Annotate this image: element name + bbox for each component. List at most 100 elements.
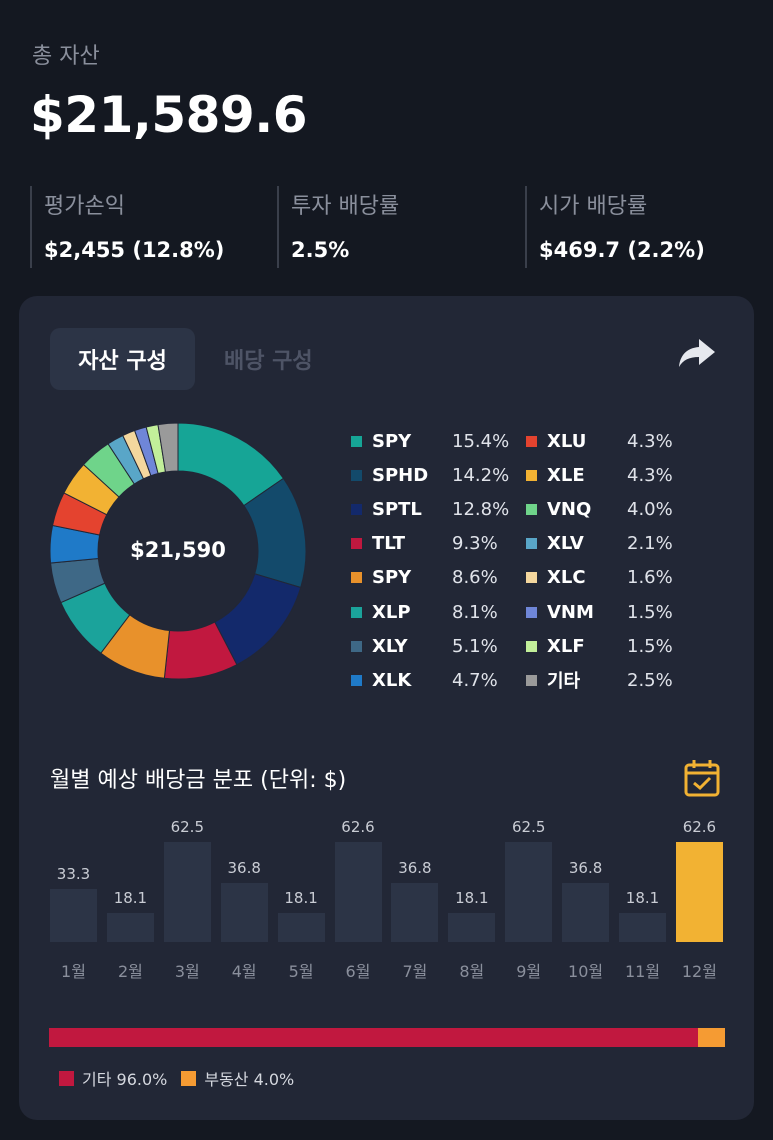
month-bar[interactable] [220,883,268,942]
legend-item: XLC 1.6% [526,566,697,590]
legend-percent: 4.3% [627,430,673,452]
legend-percent: 12.8% [452,498,510,520]
month-bar[interactable] [106,913,154,942]
legend-percent: 2.1% [627,533,673,555]
legend-name: TLT [372,533,406,555]
legend-swatch [526,606,537,618]
legend-item: SPY 15.4% [351,429,522,453]
legend-swatch [351,435,362,447]
donut-slice-15 [157,422,179,473]
bar-value-label: 36.8 [398,859,432,878]
legend-name: XLF [547,635,585,657]
monthly-bar-chart: 33.3 18.1 62.5 36.8 18.1 62.6 36.8 18.1 62.5 36.8… [19,796,754,996]
ratio-legend-label: 부동산 4.0% [204,1070,295,1089]
legend-swatch [351,606,362,618]
tab-asset-composition[interactable]: 자산 구성 [50,328,195,390]
month-label: 6월 [345,962,371,981]
legend-item: XLY 5.1% [351,634,522,658]
legend-percent: 1.6% [627,567,673,589]
month-label: 9월 [516,962,542,981]
legend-item: XLP 8.1% [351,600,522,624]
bar-value-label: 33.3 [56,864,91,883]
month-bar[interactable] [619,913,666,942]
monthly-dividend-title: 월별 예상 배당금 분포 (단위: $) [50,768,347,793]
legend-percent: 8.6% [452,567,498,589]
legend-name: VNQ [547,498,592,520]
month-label: 2월 [117,962,143,981]
ratio-legend-label: 기타 96.0% [82,1070,168,1089]
bar-value-label: 18.1 [455,889,489,908]
stat-value: $469.7 (2.2%) [539,238,705,262]
stat-label: 평가손익 [44,194,125,219]
legend-percent: 14.2% [452,464,510,486]
legend-percent: 15.4% [452,430,510,452]
legend-name: SPY [372,430,412,452]
month-label: 4월 [231,962,257,981]
legend-item: XLU 4.3% [526,429,697,453]
calendar-check-icon[interactable] [683,758,721,798]
bar-value-label: 36.8 [227,859,261,878]
stat-investment-yield: 투자 배당률 2.5% [277,186,399,268]
month-label: 8월 [459,962,485,981]
month-bar[interactable] [505,842,553,942]
donut-center-total: $21,590 [130,538,226,562]
legend-name: SPY [372,567,412,589]
ratio-legend-swatch [59,1070,74,1086]
stat-label: 시가 배당률 [539,194,648,219]
tab-dividend-composition[interactable]: 배당 구성 [224,349,313,374]
stat-value: 2.5% [291,238,350,262]
legend-swatch [526,469,537,481]
bar-value-label: 18.1 [284,889,318,908]
legend-item: TLT 9.3% [351,532,522,556]
legend-swatch [351,503,362,515]
portfolio-card: 자산 구성 배당 구성 $21,590 SPY 15.4% SPHD 14.2% SPT… [19,296,754,1120]
legend-item: XLE 4.3% [526,463,697,487]
month-label: 7월 [402,962,428,981]
stat-label: 투자 배당률 [291,194,400,219]
share-icon[interactable] [677,336,717,370]
month-label: 12월 [681,962,717,981]
month-bar[interactable] [562,883,610,942]
bar-value-label: 18.1 [113,889,148,908]
legend-percent: 8.1% [452,601,498,623]
legend-swatch [526,435,537,447]
legend-item: SPY 8.6% [351,566,522,590]
month-label: 3월 [174,962,200,981]
legend-name: XLP [372,601,411,623]
legend-name: XLV [547,533,584,555]
legend-percent: 1.5% [627,635,673,657]
month-label: 1월 [61,962,86,981]
legend-item: 기타 2.5% [526,668,697,692]
legend-swatch [351,538,362,550]
stat-value: $2,455 (12.8%) [44,238,225,262]
legend-percent: 4.3% [627,464,673,486]
month-bar[interactable] [675,842,723,942]
legend-name: SPTL [372,498,422,520]
month-bar[interactable] [277,913,325,942]
month-bar[interactable] [163,842,211,942]
legend-swatch [351,572,362,584]
bar-value-label: 62.5 [511,818,546,837]
legend-percent: 4.7% [452,669,498,691]
month-bar[interactable] [391,883,439,942]
month-bar[interactable] [50,888,97,942]
legend-item: XLF 1.5% [526,634,697,658]
month-bar[interactable] [448,913,496,942]
month-bar[interactable] [334,842,382,942]
legend-percent: 9.3% [452,533,498,555]
legend-name: SPHD [372,464,429,486]
legend-item: VNQ 4.0% [526,497,697,521]
bar-value-label: 62.5 [170,818,204,837]
legend-name: VNM [547,601,594,623]
legend-name: XLY [372,635,408,657]
bar-value-label: 62.6 [682,818,717,836]
allocation-donut-chart [49,422,307,680]
legend-item: XLK 4.7% [351,668,522,692]
legend-name: XLC [547,567,586,589]
legend-name: XLE [547,464,585,486]
legend-percent: 5.1% [452,635,498,657]
legend-swatch [526,572,537,584]
legend-swatch [526,503,537,515]
legend-name: 기타 [547,671,581,693]
legend-item: VNM 1.5% [526,600,697,624]
